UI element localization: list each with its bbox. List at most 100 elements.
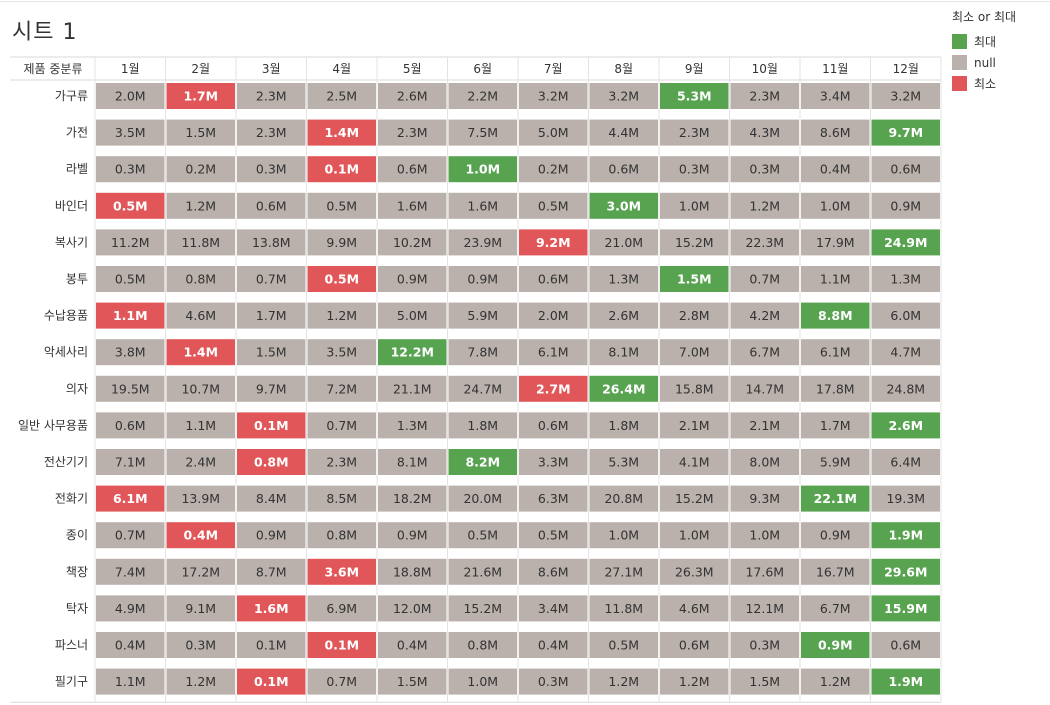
heatmap-cell-null [660, 156, 729, 183]
cell-value-label: 0.8M [185, 272, 216, 287]
cell-value-label: 0.9M [890, 198, 921, 213]
heatmap-cell-null [237, 522, 306, 549]
cell-value-label: 4.4M [608, 125, 639, 140]
cell-value-label: 13.8M [252, 235, 291, 250]
row-label: 바인더 [55, 199, 88, 213]
row-label: 전산기기 [44, 455, 88, 469]
cell-value-label: 1.1M [113, 308, 148, 323]
heatmap-cell-null [166, 485, 235, 512]
heatmap-cell-null [96, 266, 165, 292]
heatmap-cell-null [589, 412, 658, 439]
heatmap-cell-null [519, 668, 588, 695]
cell-value-label: 2.3M [749, 89, 780, 104]
heatmap-cell-null [237, 339, 306, 366]
cell-value-label: 4.3M [749, 125, 780, 140]
cell-value-label: 1.7M [256, 308, 287, 323]
row-label: 가전 [66, 126, 88, 140]
cell-value-label: 0.3M [749, 162, 780, 177]
cell-value-label: 9.9M [326, 235, 357, 250]
column-header: 2월 [191, 62, 210, 76]
cell-value-label: 8.0M [749, 455, 780, 470]
cell-value-label: 7.4M [115, 564, 146, 579]
column-header: 10월 [752, 62, 778, 76]
heatmap-cell-null [660, 522, 729, 549]
heatmap-cell-null [660, 558, 729, 585]
heatmap-cell-null [801, 522, 870, 549]
cell-value-label: 17.2M [181, 564, 220, 579]
heatmap-cell-null [660, 412, 729, 439]
legend-item-min[interactable]: 최소 [952, 73, 1016, 94]
cell-value-label: 16.7M [816, 564, 855, 579]
heatmap-cell-null [166, 302, 235, 329]
heatmap-cell-null [801, 595, 870, 622]
heatmap-cell-null [730, 192, 799, 219]
heatmap-cell-null [448, 302, 517, 329]
cell-value-label: 1.6M [397, 198, 428, 213]
cell-value-label: 6.7M [820, 601, 851, 616]
heatmap-cell-min [166, 339, 235, 366]
heatmap-cell-null [448, 339, 517, 366]
heatmap-cell-null [589, 449, 658, 475]
heatmap-cell-null [96, 156, 165, 183]
cell-value-label: 1.5M [397, 674, 428, 689]
heatmap-cell-min [96, 192, 165, 219]
cell-value-label: 1.0M [467, 674, 498, 689]
heatmap-cell-null [378, 632, 447, 658]
cell-value-label: 1.1M [820, 272, 851, 287]
heatmap-cell-max [378, 339, 447, 366]
legend-swatch-max [952, 34, 967, 49]
cell-value-label: 8.8M [818, 308, 853, 323]
heatmap-cell-null [307, 192, 376, 219]
legend-item-max[interactable]: 최대 [952, 31, 1016, 52]
cell-value-label: 1.5M [256, 345, 287, 360]
cell-value-label: 1.1M [115, 674, 146, 689]
heatmap-cell-null [871, 449, 940, 475]
heatmap-cell-null [519, 83, 588, 109]
heatmap-cell-min [96, 302, 165, 329]
heatmap-cell-null [96, 412, 165, 439]
cell-value-label: 2.3M [679, 125, 710, 140]
heatmap-cell-null [307, 375, 376, 402]
cell-value-label: 0.9M [397, 528, 428, 543]
cell-value-label: 15.8M [675, 381, 714, 396]
row-label: 의자 [66, 382, 88, 396]
heatmap-cell-min [519, 375, 588, 402]
cell-value-label: 5.9M [467, 308, 498, 323]
cell-value-label: 2.5M [326, 89, 357, 104]
cell-value-label: 0.4M [397, 638, 428, 653]
cell-value-label: 3.8M [115, 345, 146, 360]
legend-item-null[interactable]: null [952, 52, 1016, 73]
cell-value-label: 24.9M [884, 235, 927, 250]
cell-value-label: 1.7M [820, 418, 851, 433]
cell-value-label: 0.3M [185, 638, 216, 653]
cell-value-label: 0.9M [467, 272, 498, 287]
heatmap-cell-max [871, 229, 940, 256]
cell-value-label: 2.0M [115, 89, 146, 104]
cell-value-label: 0.1M [324, 162, 359, 177]
cell-value-label: 2.6M [888, 418, 923, 433]
cell-value-label: 1.3M [397, 418, 428, 433]
cell-value-label: 14.7M [745, 381, 784, 396]
cell-value-label: 1.2M [185, 198, 216, 213]
heatmap-cell-null [378, 485, 447, 512]
cell-value-label: 1.9M [888, 528, 923, 543]
cell-value-label: 23.9M [463, 235, 502, 250]
row-label: 탁자 [66, 601, 88, 615]
column-header: 5월 [403, 62, 422, 76]
heatmap-cell-max [801, 632, 870, 658]
cell-value-label: 0.6M [679, 638, 710, 653]
cell-value-label: 9.7M [256, 381, 287, 396]
heatmap-cell-null [730, 558, 799, 585]
heatmap-cell-null [871, 266, 940, 292]
heatmap-cell-null [871, 156, 940, 183]
cell-value-label: 0.2M [185, 162, 216, 177]
heatmap-cell-null [801, 668, 870, 695]
cell-value-label: 3.3M [538, 455, 569, 470]
cell-value-label: 1.1M [185, 418, 216, 433]
cell-value-label: 8.1M [608, 345, 639, 360]
cell-value-label: 7.8M [467, 345, 498, 360]
heatmap-cell-null [660, 668, 729, 695]
cell-value-label: 1.0M [465, 162, 500, 177]
heatmap-cell-null [307, 668, 376, 695]
heatmap-cell-max [660, 266, 729, 292]
